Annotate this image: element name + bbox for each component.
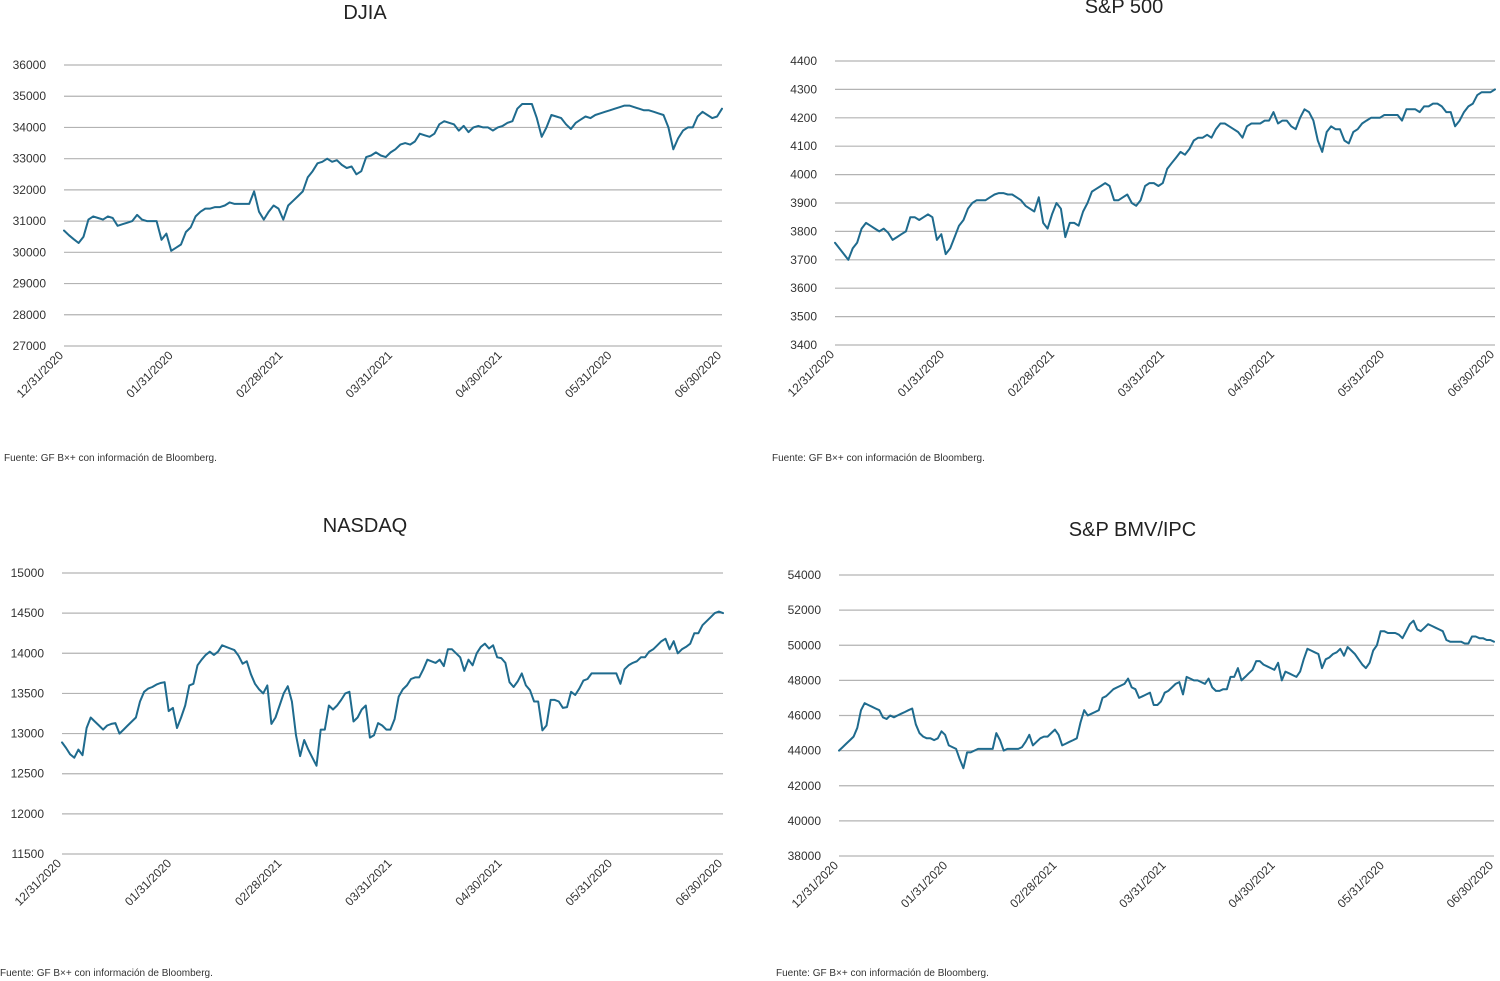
x-tick-label: 02/28/2021 <box>233 348 286 401</box>
series-line <box>61 610 724 767</box>
y-tick-label: 44000 <box>788 744 822 758</box>
y-tick-label: 48000 <box>788 673 822 687</box>
y-tick-label: 30000 <box>13 245 47 259</box>
x-tick-label: 06/30/2020 <box>1445 347 1498 400</box>
x-tick-label: 01/31/2020 <box>122 856 175 909</box>
x-tick-label: 05/31/2020 <box>563 856 616 909</box>
chart-title: DJIA <box>343 2 387 24</box>
y-tick-label: 3500 <box>790 310 817 324</box>
y-tick-label: 28000 <box>13 308 47 322</box>
chart-source: Fuente: GF B×+ con información de Bloomb… <box>0 968 213 979</box>
y-tick-label: 32000 <box>13 183 47 197</box>
x-tick-label: 06/30/2020 <box>1444 858 1497 911</box>
chart-panel-sp500: S&P 500 3400 3500 3600 3700 3800 3900 4000 4100… <box>768 0 1500 480</box>
y-tick-label: 3900 <box>790 196 817 210</box>
y-tick-label: 14000 <box>11 646 45 660</box>
chart-source: Fuente: GF B×+ con información de Bloomb… <box>4 453 217 464</box>
y-tick-label: 13500 <box>11 686 45 700</box>
x-tick-label: 12/31/2020 <box>12 856 65 909</box>
chart-djia: 27000 28000 29000 30000 31000 32000 33000 34000… <box>13 58 725 401</box>
x-tick-label: 04/30/2021 <box>1225 858 1278 911</box>
y-tick-label: 40000 <box>788 814 822 828</box>
x-tick-label: 03/31/2021 <box>342 856 395 909</box>
chart-bmv-ipc: 38000 40000 42000 44000 46000 48000 50000 52000… <box>788 568 1497 911</box>
x-tick-label: 01/31/2020 <box>123 348 176 401</box>
y-tick-label: 36000 <box>13 58 47 72</box>
x-tick-label: 03/31/2021 <box>343 348 396 401</box>
y-tick-label: 4100 <box>790 139 817 153</box>
y-tick-label: 12500 <box>11 767 45 781</box>
x-tick-label: 06/30/2020 <box>673 856 726 909</box>
chart-nasdaq: 11500 12000 12500 13000 13500 14000 14500 15000… <box>11 566 726 909</box>
y-tick-label: 50000 <box>788 638 822 652</box>
x-tick-label: 12/31/2020 <box>785 347 838 400</box>
y-tick-label: 4000 <box>790 168 817 182</box>
chart-title: S&P 500 <box>1084 0 1164 18</box>
y-tick-label: 29000 <box>13 277 47 291</box>
y-tick-label: 3800 <box>790 224 817 238</box>
x-tick-label: 02/28/2021 <box>1005 347 1058 400</box>
chart-panel-nasdaq: NASDAQ 11500 12000 12500 13000 13500 14000 145… <box>0 500 740 981</box>
chart-panel-bmv-ipc: S&P BMV/IPC 38000 40000 42000 44000 46000 480… <box>768 500 1500 981</box>
x-tick-label: 05/31/2020 <box>562 348 615 401</box>
y-tick-label: 34000 <box>13 120 47 134</box>
x-tick-label: 01/31/2020 <box>898 858 951 911</box>
series-line <box>838 619 1495 770</box>
y-tick-label: 12000 <box>11 807 45 821</box>
y-tick-label: 4400 <box>790 54 817 68</box>
y-tick-label: 31000 <box>13 214 47 228</box>
x-tick-label: 12/31/2020 <box>14 348 67 401</box>
y-tick-label: 35000 <box>13 89 47 103</box>
y-tick-label: 54000 <box>788 568 822 582</box>
y-tick-label: 4200 <box>790 111 817 125</box>
y-tick-label: 38000 <box>788 849 822 863</box>
x-tick-label: 06/30/2020 <box>672 348 725 401</box>
y-tick-label: 42000 <box>788 779 822 793</box>
x-tick-label: 12/31/2020 <box>789 858 842 911</box>
series-line <box>63 103 723 252</box>
y-tick-label: 27000 <box>13 339 47 353</box>
chart-source: Fuente: GF B×+ con información de Bloomb… <box>776 968 989 979</box>
chart-panel-djia: DJIA 27000 28000 29000 30000 31000 32000 33000… <box>0 0 740 480</box>
x-tick-label: 03/31/2021 <box>1116 858 1169 911</box>
y-tick-label: 33000 <box>13 152 47 166</box>
y-tick-label: 13000 <box>11 727 45 741</box>
chart-title: S&P BMV/IPC <box>1068 519 1197 541</box>
y-tick-label: 3600 <box>790 281 817 295</box>
x-tick-label: 04/30/2021 <box>1225 347 1278 400</box>
y-tick-label: 14500 <box>11 606 45 620</box>
y-tick-label: 15000 <box>11 566 45 580</box>
x-tick-label: 04/30/2021 <box>452 348 505 401</box>
y-tick-label: 11500 <box>12 847 45 861</box>
x-tick-label: 05/31/2020 <box>1335 347 1388 400</box>
x-tick-label: 05/31/2020 <box>1335 858 1388 911</box>
x-tick-label: 03/31/2021 <box>1115 347 1168 400</box>
series-line <box>834 88 1496 261</box>
y-tick-label: 3400 <box>790 338 817 352</box>
x-tick-label: 04/30/2021 <box>452 856 505 909</box>
y-tick-label: 4300 <box>790 82 817 96</box>
chart-sp500: 3400 3500 3600 3700 3800 3900 4000 4100 4200 4300… <box>785 54 1498 400</box>
chart-title: NASDAQ <box>322 515 408 537</box>
y-tick-label: 52000 <box>788 603 822 617</box>
x-tick-label: 02/28/2021 <box>232 856 285 909</box>
y-tick-label: 3700 <box>790 253 817 267</box>
x-tick-label: 02/28/2021 <box>1007 858 1060 911</box>
x-tick-label: 01/31/2020 <box>895 347 948 400</box>
y-tick-label: 46000 <box>788 709 822 723</box>
chart-source: Fuente: GF B×+ con información de Bloomb… <box>772 453 985 464</box>
